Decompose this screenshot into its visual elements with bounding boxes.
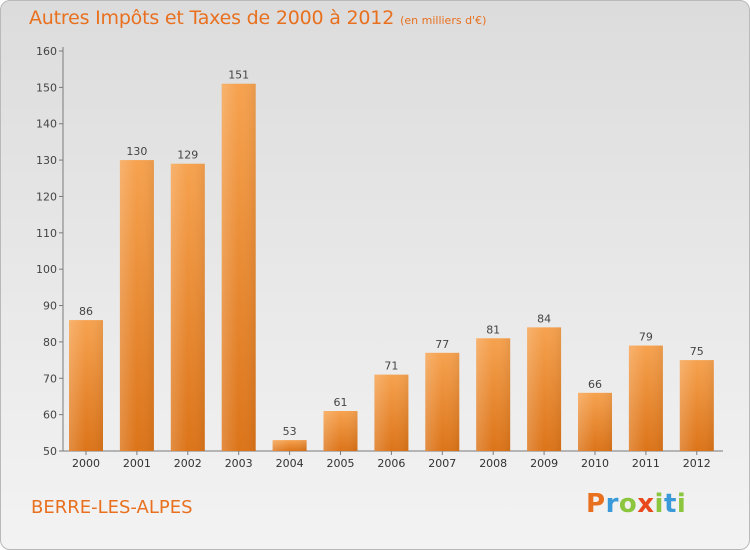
data-label: 84: [537, 312, 551, 325]
x-tick-label: 2011: [632, 457, 660, 470]
data-label: 53: [283, 425, 297, 438]
bar-shading: [374, 374, 409, 451]
chart-subtitle: (en milliers d'€): [400, 14, 487, 27]
commune-name: BERRE-LES-ALPES: [31, 497, 193, 518]
data-label: 71: [384, 360, 398, 373]
x-tick-label: 2008: [479, 457, 507, 470]
bar-shading: [323, 411, 358, 451]
logo-letter: t: [663, 489, 677, 519]
y-tick-label: 140: [36, 118, 57, 131]
data-label: 129: [177, 149, 198, 162]
bar-shading: [679, 360, 714, 451]
chart-bars: [69, 83, 714, 452]
y-tick-label: 70: [43, 372, 57, 385]
data-label: 86: [79, 305, 93, 318]
chart-title: Autres Impôts et Taxes de 2000 à 2012: [29, 7, 395, 29]
data-label: 61: [334, 396, 348, 409]
bar-shading: [272, 440, 307, 451]
y-tick-label: 160: [36, 45, 57, 58]
y-tick-label: 50: [43, 445, 57, 458]
bar-shading: [170, 163, 205, 451]
data-label: 66: [588, 378, 602, 391]
y-tick-label: 130: [36, 154, 57, 167]
proxiti-logo: Proxiti: [586, 489, 686, 519]
x-tick-label: 2005: [327, 457, 355, 470]
logo-letter: r: [605, 489, 619, 519]
data-label: 77: [435, 338, 449, 351]
bar-shading: [221, 83, 256, 452]
y-tick-label: 60: [43, 409, 57, 422]
x-tick-label: 2007: [428, 457, 456, 470]
y-tick-label: 150: [36, 81, 57, 94]
bar-shading: [69, 320, 103, 451]
data-label: 151: [228, 69, 249, 82]
y-tick-label: 90: [43, 300, 57, 313]
bar-shading: [628, 345, 663, 451]
logo-letter: i: [654, 489, 664, 519]
data-label: 130: [126, 145, 147, 158]
x-tick-label: 2003: [225, 457, 253, 470]
logo-letter: o: [618, 489, 638, 519]
bar-shading: [578, 392, 612, 451]
x-tick-label: 2002: [174, 457, 202, 470]
x-tick-label: 2004: [276, 457, 304, 470]
y-tick-label: 110: [36, 227, 57, 240]
x-tick-label: 2006: [377, 457, 405, 470]
logo-letter: i: [676, 489, 687, 519]
data-label: 81: [486, 323, 500, 336]
x-tick-label: 2012: [683, 457, 711, 470]
x-tick-label: 2009: [530, 457, 558, 470]
chart-header: Autres Impôts et Taxes de 2000 à 2012 (en…: [29, 7, 486, 29]
chart-data-labels: 86 130 129 151 53 61 71 77 81 84 66 79 75: [79, 69, 704, 438]
logo-letter: x: [637, 489, 655, 519]
y-tick-label: 120: [36, 190, 57, 203]
data-label: 79: [639, 331, 653, 344]
x-tick-label: 2001: [123, 457, 151, 470]
x-tick-label: 2000: [72, 457, 100, 470]
bar-shading: [119, 160, 154, 451]
x-tick-label: 2010: [581, 457, 609, 470]
y-tick-label: 80: [43, 336, 57, 349]
bar-shading: [425, 352, 460, 451]
y-tick-label: 100: [36, 263, 57, 276]
bar-shading: [527, 327, 562, 451]
data-label: 75: [690, 345, 704, 358]
logo-letter: P: [586, 489, 606, 519]
bar-shading: [476, 338, 511, 451]
